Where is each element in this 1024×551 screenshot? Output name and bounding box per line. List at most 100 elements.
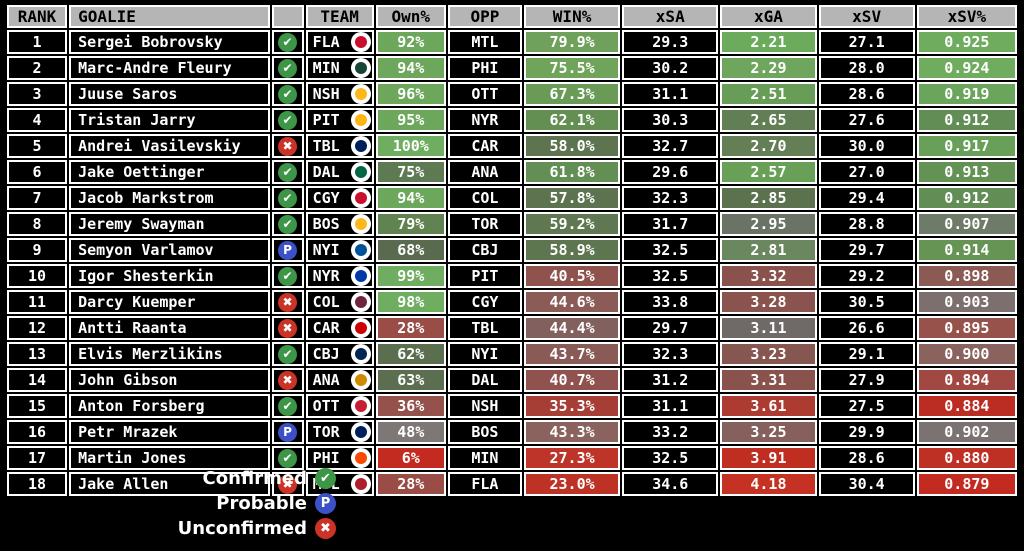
team-abbreviation: NSH	[312, 84, 340, 103]
column-header-rank: RANK	[7, 5, 68, 28]
goalie-name-cell: Igor Shesterkin	[69, 264, 270, 288]
team-abbreviation: PHI	[312, 448, 340, 467]
own-pct-cell: 92%	[375, 30, 446, 54]
xsv-pct-cell: 0.912	[916, 108, 1017, 132]
own-pct-cell: 75%	[375, 160, 446, 184]
confirmed-status-icon: ✔	[278, 58, 298, 78]
xsv-cell: 27.5	[818, 394, 915, 418]
goalie-name-cell: Sergei Bobrovsky	[69, 30, 270, 54]
xsa-cell: 29.3	[622, 30, 719, 54]
team-abbreviation: NYR	[312, 266, 340, 285]
xsa-cell: 31.1	[622, 82, 719, 106]
rank-cell: 6	[7, 160, 68, 184]
team-cell: TBL	[305, 134, 374, 158]
status-cell: ✔	[271, 108, 304, 132]
xga-cell: 4.18	[720, 472, 817, 496]
xga-cell: 2.51	[720, 82, 817, 106]
xsv-cell: 28.6	[818, 82, 915, 106]
xsv-cell: 28.8	[818, 212, 915, 236]
status-cell: ✖	[271, 472, 304, 496]
own-pct-cell: 28%	[375, 316, 446, 340]
own-pct-cell: 28%	[375, 472, 446, 496]
xsa-cell: 29.7	[622, 316, 719, 340]
rank-cell: 8	[7, 212, 68, 236]
confirmed-status-icon: ✔	[278, 266, 298, 286]
team-logo-icon	[350, 292, 371, 312]
xsv-cell: 29.7	[818, 238, 915, 262]
column-header-goalie: GOALIE	[69, 5, 270, 28]
xsv-cell: 27.0	[818, 160, 915, 184]
confirmed-status-icon: ✔	[278, 162, 298, 182]
xsv-pct-cell: 0.919	[916, 82, 1017, 106]
opponent-cell: CBJ	[447, 238, 522, 262]
team-cell: NYI	[305, 238, 374, 262]
legend-label: Confirmed	[202, 467, 307, 489]
opponent-cell: PIT	[447, 264, 522, 288]
goalie-name-cell: Semyon Varlamov	[69, 238, 270, 262]
legend-item-probable: Probable P	[0, 492, 336, 514]
own-pct-cell: 68%	[375, 238, 446, 262]
team-abbreviation: TBL	[312, 136, 340, 155]
xsv-cell: 29.1	[818, 342, 915, 366]
confirmed-status-icon: ✔	[278, 214, 298, 234]
team-logo-icon	[350, 32, 371, 52]
xsv-pct-cell: 0.894	[916, 368, 1017, 392]
win-pct-cell: 58.0%	[523, 134, 621, 158]
xga-cell: 2.81	[720, 238, 817, 262]
rank-cell: 16	[7, 420, 68, 444]
status-cell: ✔	[271, 186, 304, 210]
rank-cell: 7	[7, 186, 68, 210]
rank-cell: 13	[7, 342, 68, 366]
status-cell: ✔	[271, 56, 304, 80]
opponent-cell: TOR	[447, 212, 522, 236]
own-pct-cell: 100%	[375, 134, 446, 158]
confirmed-status-icon: ✔	[278, 188, 298, 208]
column-header-xsv: xSV	[818, 5, 915, 28]
rank-cell: 12	[7, 316, 68, 340]
opponent-cell: DAL	[447, 368, 522, 392]
goalie-name-cell: John Gibson	[69, 368, 270, 392]
goalie-name-cell: Anton Forsberg	[69, 394, 270, 418]
rank-cell: 10	[7, 264, 68, 288]
goalie-rankings-table: RANK GOALIE TEAM Own% OPP WIN% xSA xGA x…	[5, 3, 1019, 498]
goalie-name-cell: Jake Allen	[69, 472, 270, 496]
xga-cell: 3.32	[720, 264, 817, 288]
win-pct-cell: 57.8%	[523, 186, 621, 210]
win-pct-cell: 59.2%	[523, 212, 621, 236]
xsa-cell: 32.5	[622, 446, 719, 470]
status-cell: ✔	[271, 160, 304, 184]
xsv-pct-cell: 0.902	[916, 420, 1017, 444]
opponent-cell: FLA	[447, 472, 522, 496]
team-abbreviation: FLA	[312, 32, 340, 51]
team-cell: CGY	[305, 186, 374, 210]
probable-status-icon: P	[278, 240, 298, 260]
confirmed-status-icon: ✔	[278, 32, 298, 52]
own-pct-cell: 98%	[375, 290, 446, 314]
win-pct-cell: 27.3%	[523, 446, 621, 470]
confirmed-status-icon: ✔	[315, 467, 336, 489]
unconfirmed-status-icon: ✖	[278, 292, 298, 312]
xsv-pct-cell: 0.912	[916, 186, 1017, 210]
status-cell: ✖	[271, 134, 304, 158]
xsa-cell: 32.3	[622, 342, 719, 366]
xsa-cell: 30.3	[622, 108, 719, 132]
team-abbreviation: OTT	[312, 396, 340, 415]
win-pct-cell: 44.4%	[523, 316, 621, 340]
team-cell: NSH	[305, 82, 374, 106]
rank-cell: 14	[7, 368, 68, 392]
xsa-cell: 31.7	[622, 212, 719, 236]
xga-cell: 3.91	[720, 446, 817, 470]
own-pct-cell: 94%	[375, 186, 446, 210]
rank-cell: 15	[7, 394, 68, 418]
opponent-cell: NYI	[447, 342, 522, 366]
win-pct-cell: 62.1%	[523, 108, 621, 132]
legend-label: Unconfirmed	[177, 517, 307, 539]
rank-cell: 2	[7, 56, 68, 80]
status-cell: ✔	[271, 82, 304, 106]
rank-cell: 4	[7, 108, 68, 132]
status-cell: P	[271, 420, 304, 444]
own-pct-cell: 96%	[375, 82, 446, 106]
header-row: RANK GOALIE TEAM Own% OPP WIN% xSA xGA x…	[7, 5, 1017, 28]
confirmed-status-icon: ✔	[278, 448, 298, 468]
goalie-name-cell: Darcy Kuemper	[69, 290, 270, 314]
